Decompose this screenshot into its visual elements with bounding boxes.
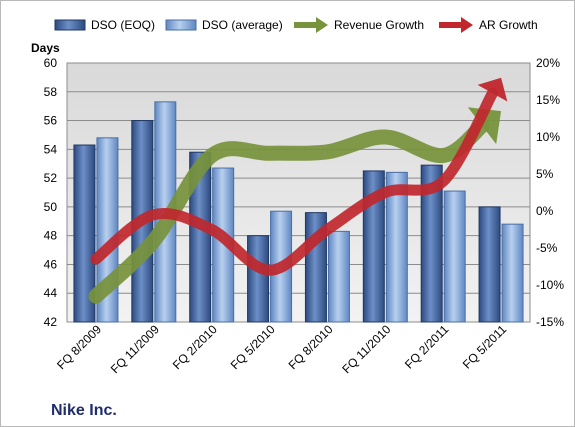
legend: DSO (EOQ) DSO (average) Revenue Growth AR G… <box>54 17 538 33</box>
legend-label: DSO (EOQ) <box>91 18 155 32</box>
x-tick-label: FQ 8/2010 <box>286 322 336 372</box>
y-tick-label: 46 <box>44 257 58 271</box>
data-point <box>95 258 97 260</box>
data-point <box>269 152 271 154</box>
bar <box>478 206 501 323</box>
data-point <box>326 229 328 230</box>
x-axis-ticks: FQ 8/2009 FQ 11/2009 FQ 2/2010 FQ 5/2010 FQ … <box>54 322 509 376</box>
bar <box>443 190 466 323</box>
y2-tick-label: 0% <box>536 204 554 218</box>
y-tick-label: 60 <box>44 56 58 70</box>
y2-tick-label: -5% <box>536 241 558 255</box>
y-tick-label: 42 <box>44 315 58 329</box>
bar <box>385 171 408 323</box>
data-point <box>211 155 213 156</box>
y2-tick-label: 15% <box>536 93 560 107</box>
data-point <box>442 155 444 156</box>
line-layer <box>88 77 508 304</box>
legend-label: DSO (average) <box>202 18 283 32</box>
y-tick-label: 54 <box>44 142 58 156</box>
y-tick-label: 56 <box>44 114 58 128</box>
y-tick-label: 48 <box>44 229 58 243</box>
y2-tick-label: 10% <box>536 130 560 144</box>
legend-arrowhead <box>461 17 473 33</box>
y2-tick-label: -10% <box>536 278 564 292</box>
bar <box>73 144 96 323</box>
data-point <box>384 136 386 138</box>
data-point <box>211 229 213 230</box>
y-tick-label: 50 <box>44 200 58 214</box>
x-tick-label: FQ 5/2011 <box>460 322 510 372</box>
bar <box>420 164 443 323</box>
data-point <box>269 269 271 271</box>
y-tick-label: 52 <box>44 171 58 185</box>
data-point <box>326 151 328 153</box>
x-tick-label: FQ 5/2010 <box>228 322 278 372</box>
data-point <box>95 295 97 297</box>
data-point <box>384 192 386 193</box>
x-tick-label: FQ 11/2009 <box>108 322 162 376</box>
legend-swatch <box>54 19 86 31</box>
left-axis-ticks: 42 44 46 48 50 52 54 56 58 60 <box>44 56 58 329</box>
data-point <box>153 240 155 242</box>
y-tick-label: 44 <box>44 286 58 300</box>
data-point <box>153 214 155 216</box>
chart-title: Nike Inc. <box>51 402 117 419</box>
bar <box>327 230 350 323</box>
y-tick-label: 58 <box>44 85 58 99</box>
right-axis-ticks: -15% -10% -5% 0% 5% 10% 15% 20% <box>536 56 564 329</box>
x-tick-label: FQ 8/2009 <box>54 322 104 372</box>
legend-arrowhead <box>316 17 328 33</box>
y2-tick-label: -15% <box>536 315 564 329</box>
revenue-growth-line <box>88 118 490 304</box>
legend-label: AR Growth <box>479 18 538 32</box>
y2-tick-label: 5% <box>536 167 554 181</box>
x-tick-label: FQ 11/2010 <box>339 322 393 376</box>
x-tick-label: FQ 2/2010 <box>170 322 220 372</box>
bar <box>247 235 270 323</box>
legend-label: Revenue Growth <box>334 18 424 32</box>
ar-growth-arrowhead <box>477 77 508 102</box>
bar <box>501 223 524 323</box>
bar <box>189 151 212 323</box>
x-tick-label: FQ 2/2011 <box>402 322 452 372</box>
y2-tick-label: 20% <box>536 56 560 70</box>
legend-swatch <box>165 19 197 31</box>
bar <box>362 170 385 323</box>
data-point <box>442 180 444 182</box>
y-axis-title: Days <box>31 41 60 55</box>
